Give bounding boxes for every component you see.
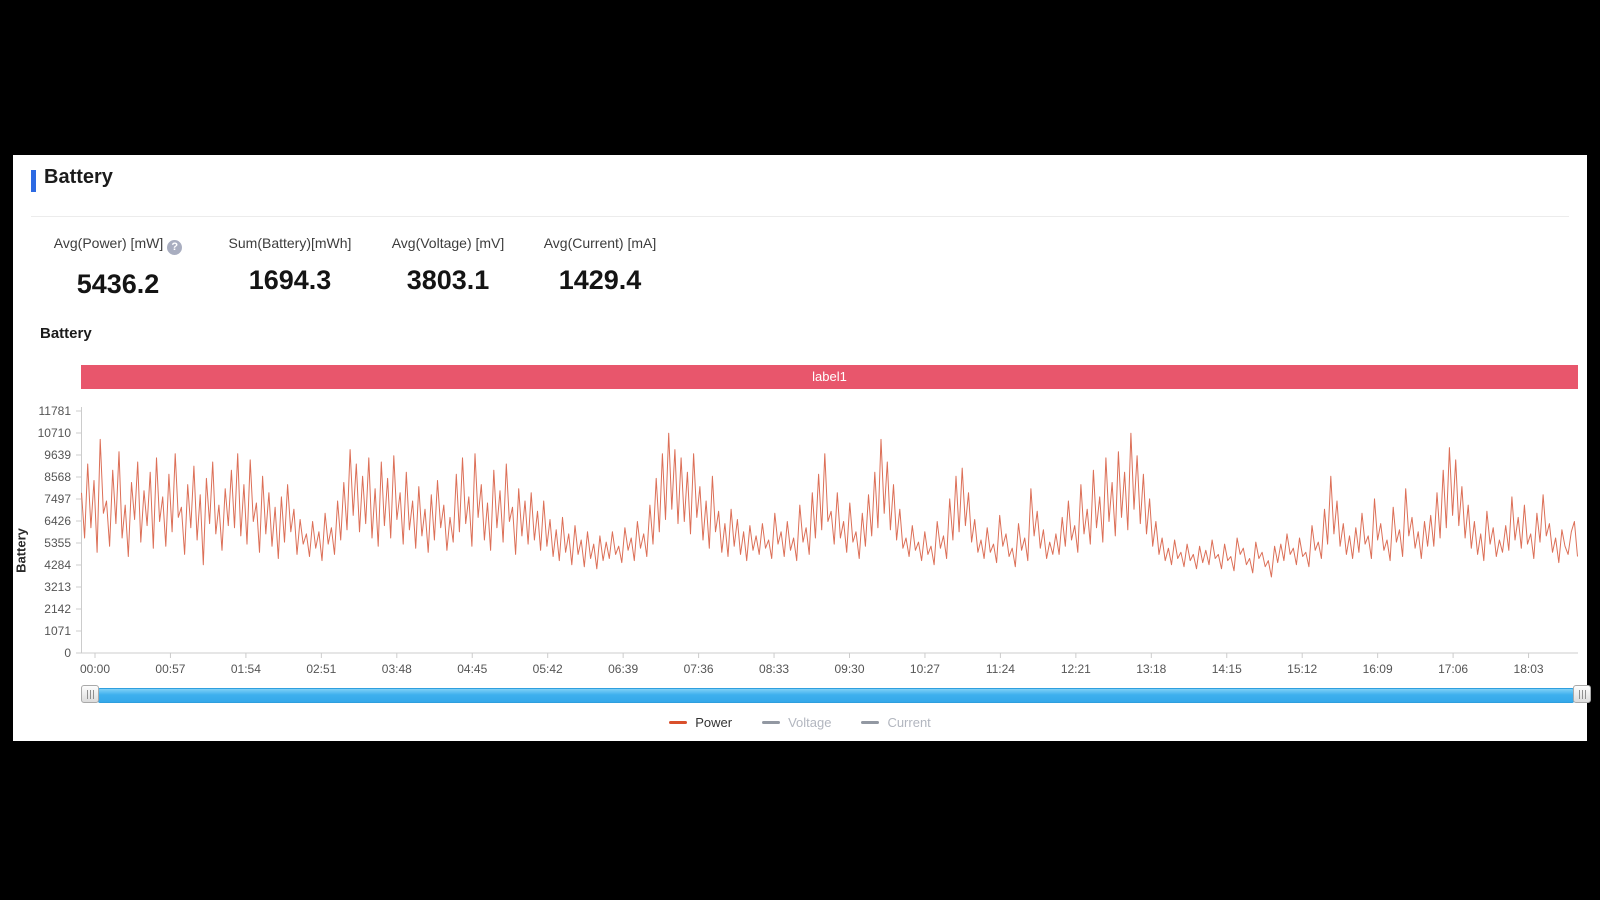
slider-left-handle[interactable] [81,685,99,703]
y-tick-label: 11781 [39,404,72,418]
legend-item-voltage[interactable]: Voltage [762,715,831,730]
x-tick-label: 09:30 [834,662,864,676]
x-tick-label: 14:15 [1212,662,1242,676]
power-dash-icon [669,721,688,724]
x-tick-label: 02:51 [306,662,336,676]
x-tick-label: 12:21 [1061,662,1091,676]
y-tick-label: 6426 [44,514,71,528]
x-tick-label: 08:33 [759,662,789,676]
stat-value: 1429.4 [558,265,642,295]
y-tick-label: 7497 [44,492,71,506]
legend: Power Voltage Current [13,715,1587,730]
x-tick-label: 17:06 [1438,662,1468,676]
y-axis-name: Battery [13,528,29,573]
slider-track-fill[interactable] [98,688,1574,703]
current-dash-icon [861,721,880,724]
x-tick-label: 16:09 [1363,662,1393,676]
stat-avg-current: Avg(Current) [mA] 1429.4 [520,235,680,296]
x-tick-label: 13:18 [1136,662,1166,676]
y-tick-label: 1071 [44,624,71,638]
slider-right-handle[interactable] [1573,685,1591,703]
stat-value: 3803.1 [406,265,490,295]
stat-sum-battery: Sum(Battery)[mWh] 1694.3 [210,235,370,296]
y-tick-label: 10710 [38,426,72,440]
title-accent-bar [31,170,36,192]
y-tick-label: 4284 [44,558,71,572]
stat-label: Avg(Current) [mA] [543,235,657,251]
y-tick-label: 5355 [44,536,71,550]
stat-avg-voltage: Avg(Voltage) [mV] 3803.1 [368,235,528,296]
help-icon[interactable]: ? [167,240,183,255]
battery-panel: Battery Avg(Power) [mW]? 5436.2 Sum(Batt… [13,155,1591,741]
legend-label: Current [887,715,931,730]
stat-value: 1694.3 [248,265,332,295]
x-tick-label: 05:42 [533,662,563,676]
x-tick-label: 06:39 [608,662,638,676]
page-title: Battery [44,166,113,188]
legend-label: Power [695,715,733,730]
x-tick-label: 10:27 [910,662,940,676]
legend-item-power[interactable]: Power [669,715,732,730]
x-tick-label: 01:54 [231,662,261,676]
y-tick-label: 0 [64,646,71,660]
header-divider [31,216,1569,217]
stat-label: Avg(Power) [mW]? [38,235,198,255]
stat-value: 5436.2 [76,269,160,299]
x-tick-label: 18:03 [1514,662,1544,676]
label1-banner: label1 [81,365,1578,389]
legend-item-current[interactable]: Current [861,715,931,730]
y-tick-label: 3213 [44,580,71,594]
x-tick-label: 15:12 [1287,662,1317,676]
x-tick-label: 03:48 [382,662,412,676]
x-tick-label: 11:24 [986,662,1015,676]
voltage-dash-icon [762,721,781,724]
stat-avg-power: Avg(Power) [mW]? 5436.2 [38,235,198,300]
y-tick-label: 2142 [44,602,71,616]
range-slider[interactable] [81,684,1591,704]
y-tick-label: 9639 [44,448,71,462]
chart-section-title: Battery [40,325,92,342]
x-tick-label: 04:45 [457,662,487,676]
x-tick-label: 07:36 [684,662,714,676]
grip-icon [1578,689,1586,699]
stat-label: Avg(Voltage) [mV] [391,235,505,251]
x-tick-label: 00:57 [155,662,185,676]
y-tick-label: 8568 [44,470,71,484]
battery-line-chart[interactable]: 0 1071 2142 3213 4284 5355 6426 7497 8568 9639 107… [38,404,1578,676]
grip-icon [86,689,94,699]
power-series-line [81,432,1578,578]
stat-label: Sum(Battery)[mWh] [228,235,352,251]
legend-label: Voltage [788,715,832,730]
x-tick-label: 00:00 [80,662,110,676]
